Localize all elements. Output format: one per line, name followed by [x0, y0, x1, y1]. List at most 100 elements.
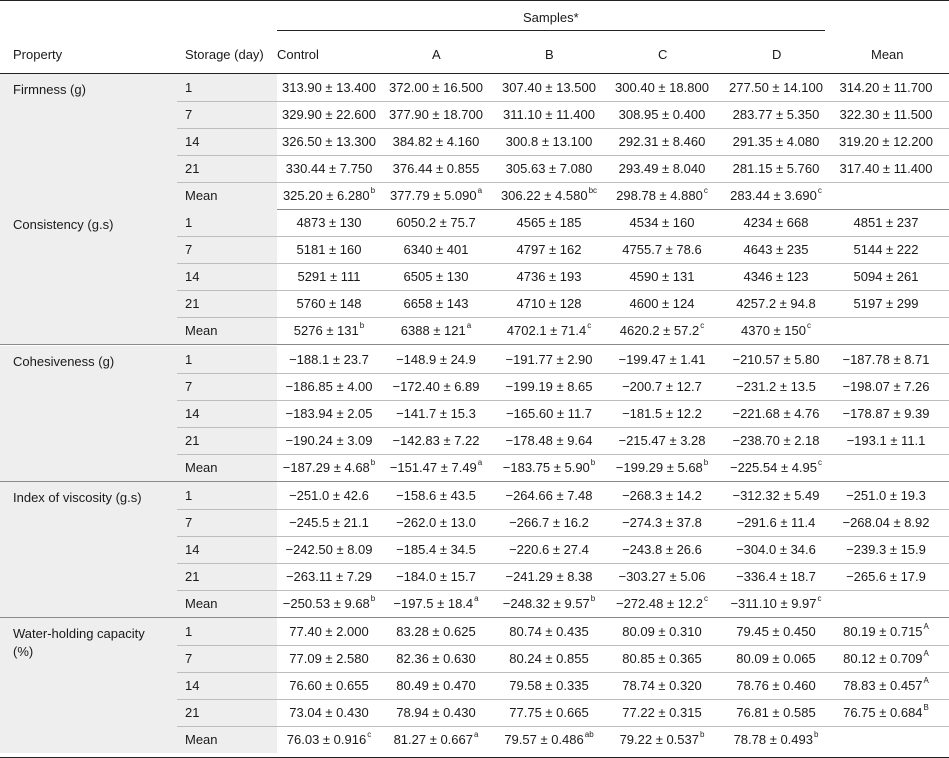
value-cell: −241.29 ± 8.38	[493, 563, 605, 590]
value-cell: 384.82 ± 4.160	[380, 128, 492, 155]
mean-value-cell: 298.78 ± 4.880 c	[606, 182, 718, 209]
mean-value-cell-sup: c	[703, 186, 708, 195]
value-cell: 82.36 ± 0.630	[380, 645, 492, 672]
value-cell-text: −185.4 ± 34.5	[396, 542, 476, 557]
mean-value-cell-sup: a	[473, 730, 479, 739]
value-cell-text: 293.49 ± 8.040	[618, 161, 706, 176]
row-mean-cell: −265.6 ± 17.9	[830, 563, 942, 590]
row-mean-cell-text: −193.1 ± 11.1	[846, 433, 926, 448]
value-cell: 76.81 ± 0.585	[720, 699, 832, 726]
mean-value-cell-text: 283.44 ± 3.690	[730, 188, 817, 203]
value-cell-text: −172.40 ± 6.89	[392, 379, 480, 394]
value-cell-text: 78.94 ± 0.430	[396, 705, 476, 720]
storage-day: 21	[185, 705, 200, 720]
mean-value-cell-sup: a	[477, 186, 483, 195]
mean-value-cell: 4702.1 ± 71.4 c	[493, 317, 605, 344]
mean-label: Mean	[185, 323, 218, 338]
value-cell-text: 82.36 ± 0.630	[396, 651, 476, 666]
mean-value-cell: 81.27 ± 0.667 a	[380, 726, 492, 753]
row-mean-cell-text: 5197 ± 299	[853, 296, 919, 311]
mean-row: Mean −187.29 ± 4.68 b −151.47 ± 7.49 a −183.7…	[0, 454, 949, 481]
value-cell: −191.77 ± 2.90	[493, 346, 605, 373]
value-cell: 4590 ± 131	[606, 263, 718, 290]
value-cell-text: 291.35 ± 4.080	[732, 134, 820, 149]
row-divider	[177, 236, 949, 237]
value-cell-text: −268.3 ± 14.2	[622, 488, 702, 503]
value-cell: 4257.2 ± 94.8	[720, 290, 832, 317]
mean-value-cell-sup: b	[699, 730, 705, 739]
value-cell: −210.57 ± 5.80	[720, 346, 832, 373]
mean-value-cell-text: 78.78 ± 0.493	[733, 732, 813, 747]
row-mean-cell-sup: A	[923, 676, 929, 685]
storage-day: 14	[185, 134, 200, 149]
value-cell: 292.31 ± 8.460	[606, 128, 718, 155]
row-mean-cell-text: −268.04 ± 8.92	[842, 515, 930, 530]
value-cell: −336.4 ± 18.7	[720, 563, 832, 590]
row-divider	[177, 590, 949, 591]
table-row: 1 77.40 ± 2.000 83.28 ± 0.625 80.74 ± 0.435…	[0, 618, 949, 645]
property-group-4: Water-holding capacity (%)	[0, 618, 277, 753]
mean-value-cell-text: −151.47 ± 7.49	[389, 460, 477, 475]
header-control: Control	[277, 47, 319, 62]
row-mean-cell: 80.19 ± 0.715 A	[830, 618, 942, 645]
value-cell-text: −142.83 ± 7.22	[392, 433, 480, 448]
row-mean-cell: −239.3 ± 15.9	[830, 536, 942, 563]
value-cell-text: 4710 ± 128	[516, 296, 582, 311]
value-cell: 5291 ± 111	[273, 263, 385, 290]
value-cell-text: 6050.2 ± 75.7	[396, 215, 476, 230]
value-cell-text: 76.81 ± 0.585	[736, 705, 816, 720]
value-cell: −188.1 ± 23.7	[273, 346, 385, 373]
mean-value-cell-sup: c	[704, 594, 708, 603]
mean-value-cell-text: 81.27 ± 0.667	[393, 732, 473, 747]
value-cell-text: 80.85 ± 0.365	[622, 651, 702, 666]
mean-value-cell: −183.75 ± 5.90 b	[493, 454, 605, 481]
value-cell-text: 305.63 ± 7.080	[505, 161, 593, 176]
row-mean-cell: −268.04 ± 8.92	[830, 509, 942, 536]
row-divider	[177, 726, 949, 727]
row-mean-cell: −193.1 ± 11.1	[830, 427, 942, 454]
row-divider	[177, 672, 949, 673]
value-cell-text: −264.66 ± 7.48	[505, 488, 593, 503]
value-cell-text: 80.24 ± 0.855	[509, 651, 589, 666]
row-divider	[177, 454, 949, 455]
value-cell-text: 5760 ± 148	[296, 296, 362, 311]
value-cell: 277.50 ± 14.100	[720, 74, 832, 101]
table-row: 21 330.44 ± 7.750 376.44 ± 0.855 305.63 ± 7…	[0, 155, 949, 182]
value-cell: 377.90 ± 18.700	[380, 101, 492, 128]
value-cell: −199.19 ± 8.65	[493, 373, 605, 400]
value-cell-text: 308.95 ± 0.400	[618, 107, 706, 122]
storage-day: 21	[185, 161, 200, 176]
mean-value-cell-text: 325.20 ± 6.280	[282, 188, 370, 203]
row-mean-cell-sup: A	[923, 622, 929, 631]
storage-day: 7	[185, 107, 193, 122]
row-mean-cell-text: 319.20 ± 12.200	[839, 134, 933, 149]
value-cell-text: 80.49 ± 0.470	[396, 678, 476, 693]
value-cell-text: 4346 ± 123	[743, 269, 809, 284]
value-cell: 330.44 ± 7.750	[273, 155, 385, 182]
value-cell-text: −183.94 ± 2.05	[285, 406, 373, 421]
storage-day: 7	[185, 515, 193, 530]
table-row: 14 5291 ± 111 6505 ± 130 4736 ± 193 4590 ± 1…	[0, 263, 949, 290]
value-cell-text: 4643 ± 235	[743, 242, 809, 257]
value-cell: 4600 ± 124	[606, 290, 718, 317]
value-cell-text: −274.3 ± 37.8	[622, 515, 702, 530]
value-cell-text: 4590 ± 131	[629, 269, 695, 284]
storage-day: 14	[185, 678, 200, 693]
mean-value-cell-sup: c	[700, 321, 705, 330]
mean-value-cell: −197.5 ± 18.4 a	[380, 590, 492, 617]
value-cell-text: −215.47 ± 3.28	[618, 433, 706, 448]
value-cell: −262.0 ± 13.0	[380, 509, 492, 536]
value-cell-text: −243.8 ± 26.6	[622, 542, 702, 557]
value-cell: 300.40 ± 18.800	[606, 74, 718, 101]
value-cell: 311.10 ± 11.400	[493, 101, 605, 128]
value-cell: −186.85 ± 4.00	[273, 373, 385, 400]
mean-value-cell: 4620.2 ± 57.2 c	[606, 317, 718, 344]
value-cell: −181.5 ± 12.2	[606, 400, 718, 427]
storage-day: 14	[185, 542, 200, 557]
mean-label: Mean	[185, 732, 218, 747]
value-cell-text: 311.10 ± 11.400	[503, 107, 595, 122]
table-row: 1 −188.1 ± 23.7 −148.9 ± 24.9 −191.77 ± 2.9…	[0, 346, 949, 373]
row-mean-cell-sup: A	[923, 649, 929, 658]
value-cell-text: 283.77 ± 5.350	[732, 107, 820, 122]
value-cell-text: 6505 ± 130	[403, 269, 469, 284]
